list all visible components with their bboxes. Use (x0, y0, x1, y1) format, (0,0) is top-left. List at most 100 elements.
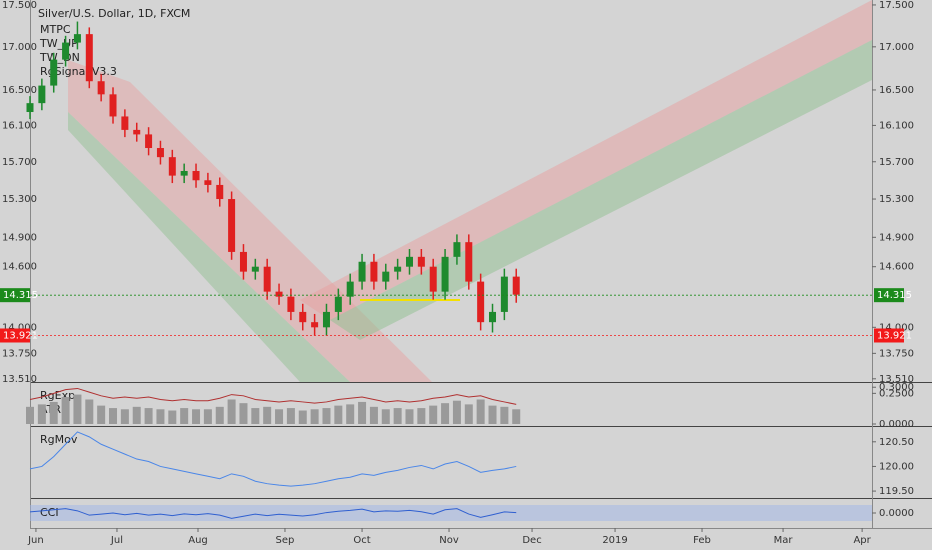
atr-bar (298, 410, 307, 424)
atr-bar (464, 404, 473, 424)
candle-body (192, 170, 200, 181)
y-tick-label: 120.00 (879, 461, 914, 472)
candle-body (346, 281, 354, 297)
x-tick-label: Nov (439, 535, 459, 546)
candle-body (370, 261, 378, 282)
atr-bar (346, 404, 355, 424)
atr-bar (393, 408, 402, 424)
candle-body (168, 157, 176, 176)
y-tick-label: 16.100 (2, 120, 37, 131)
candle-body (97, 81, 105, 95)
atr-bar (512, 409, 521, 424)
atr-bar (322, 408, 331, 424)
atr-bar (310, 409, 319, 424)
y-tick-label: 15.300 (879, 194, 914, 205)
atr-bar (120, 409, 129, 424)
candle-body (489, 311, 497, 323)
candle-body (228, 199, 236, 252)
atr-bar (180, 408, 189, 424)
candle-body (251, 266, 259, 272)
indicator-label: TW_DN (39, 51, 80, 64)
y-tick-label: 14.600 (2, 262, 37, 273)
y-tick-label: 16.500 (879, 85, 914, 96)
price-label-right-bg (874, 328, 904, 343)
candle-body (204, 180, 212, 185)
atr-bar (192, 409, 201, 424)
y-tick-label: 13.750 (879, 348, 914, 359)
x-tick-label: Feb (693, 535, 711, 546)
candle-body (85, 34, 93, 82)
y-tick-label: 13.510 (2, 374, 37, 385)
candle-body (322, 311, 330, 328)
y-tick-label: 0.2500 (879, 388, 914, 399)
atr-bar (49, 401, 58, 424)
y-tick-label: 15.700 (2, 157, 37, 168)
x-tick-label: Jun (27, 535, 44, 546)
atr-bar (156, 409, 165, 424)
candle-body (145, 134, 153, 149)
atr-bar (441, 403, 450, 424)
chart-title: Silver/U.S. Dollar, 1D, FXCM (38, 7, 190, 20)
atr-bar (26, 406, 34, 424)
x-tick-label: Dec (522, 535, 541, 546)
y-tick-label: 0.3000 (879, 382, 914, 393)
atr-bar (275, 409, 284, 424)
atr-bar (85, 399, 94, 424)
channel-lower (68, 112, 350, 382)
candle-body (50, 59, 58, 86)
price-label-right-bg (874, 288, 904, 303)
candle-body (429, 266, 437, 292)
atr-bar (358, 401, 367, 424)
y-tick-label: 119.50 (879, 486, 914, 497)
atr-bar (251, 408, 260, 424)
cci-band (30, 505, 872, 521)
y-tick-label: 17.500 (879, 0, 914, 11)
candle-body (394, 266, 402, 272)
y-tick-label: 14.000 (879, 322, 914, 333)
candle-body (441, 256, 449, 292)
candle-body (239, 251, 247, 272)
candle-body (287, 296, 295, 312)
atr-bar (452, 400, 461, 424)
price-label-right: 13.921 (877, 330, 912, 341)
y-tick-label: 17.000 (879, 42, 914, 53)
atr-bar (381, 409, 390, 424)
atr-bar (286, 408, 295, 424)
legend-entry: CCI (40, 506, 59, 519)
candle-body (465, 242, 473, 282)
candle-body (216, 184, 224, 200)
atr-bar (476, 399, 485, 424)
atr-bar (73, 394, 82, 424)
candle-body (311, 322, 319, 328)
atr-bar (334, 405, 343, 424)
series-line (29, 387, 517, 405)
candle-body (38, 85, 46, 104)
price-label-left: 13.921 (3, 330, 38, 341)
y-tick-label: 0.0000 (879, 419, 914, 430)
candle-body (512, 276, 520, 295)
indicator-label: TW_UP (39, 37, 78, 50)
y-tick-label: 15.300 (2, 194, 37, 205)
candle-body (275, 291, 283, 297)
atr-bar (405, 409, 414, 424)
candle-body (121, 116, 129, 130)
candle-body (133, 129, 141, 135)
atr-bar (215, 406, 224, 424)
atr-bar (369, 406, 378, 424)
candle-body (405, 256, 413, 267)
y-tick-label: 14.900 (879, 232, 914, 243)
atr-bar (488, 405, 497, 424)
candle-body (382, 271, 390, 282)
y-tick-label: 16.500 (2, 85, 37, 96)
y-tick-label: 16.100 (879, 120, 914, 131)
atr-bar (429, 405, 438, 424)
y-tick-label: 13.510 (879, 374, 914, 385)
atr-bar (144, 408, 153, 424)
indicator-label: MTPC (40, 23, 71, 36)
atr-bar (417, 408, 426, 424)
atr-bar (203, 409, 212, 424)
candle-body (334, 296, 342, 312)
price-label-left-bg (0, 288, 30, 303)
y-tick-label: 14.600 (879, 262, 914, 273)
candle-body (180, 170, 188, 176)
